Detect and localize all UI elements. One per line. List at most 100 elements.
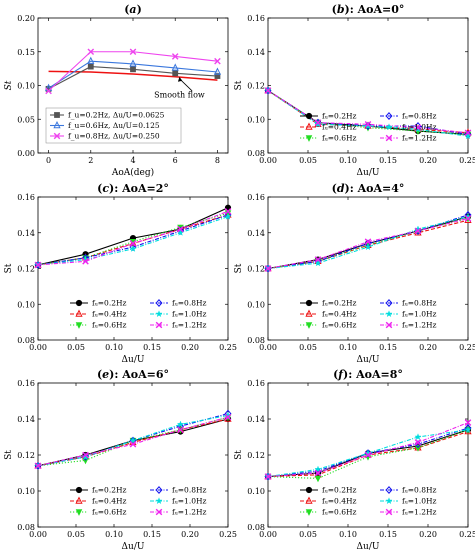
data-point <box>314 256 322 263</box>
data-point <box>172 70 179 77</box>
x-tick-label: 0.05 <box>67 530 85 539</box>
legend-label: fᵤ=0.4Hz <box>322 497 357 506</box>
data-point <box>213 67 222 75</box>
y-axis-label: St <box>234 450 244 460</box>
data-point <box>82 451 89 459</box>
legend-marker <box>385 321 393 329</box>
legend-label: fᵤ=0.2Hz <box>322 486 357 495</box>
panel-title: (f): AoA=8° <box>333 368 403 381</box>
legend-label: f_u=0.8Hz, Δu/U=0.250 <box>68 132 160 141</box>
series-line-2 <box>48 60 218 89</box>
x-tick-label: 0.10 <box>339 156 357 165</box>
data-point <box>87 63 94 70</box>
x-tick-label: 4 <box>130 156 135 165</box>
data-point <box>464 425 472 433</box>
data-point <box>129 48 137 56</box>
x-tick-label: 0.00 <box>29 343 47 352</box>
legend-label: fᵤ=0.2Hz <box>92 299 127 308</box>
legend-marker <box>305 299 313 307</box>
data-point <box>414 433 422 441</box>
plot-frame <box>267 196 469 341</box>
y-tick-label: 0.14 <box>247 229 265 238</box>
panel-title: (b): AoA=0° <box>332 3 405 16</box>
data-point <box>464 419 472 426</box>
x-axis-label: Δu/U <box>357 355 380 365</box>
legend-marker <box>155 486 163 494</box>
data-point <box>177 426 184 434</box>
x-axis-label: AoA(deg) <box>111 167 154 178</box>
legend-label: fᵤ=0.8Hz <box>402 299 437 308</box>
legend-label: fᵤ=0.6Hz <box>322 134 357 143</box>
x-axis-label: Δu/U <box>357 168 380 178</box>
legend-marker <box>75 299 83 307</box>
y-tick-label: 0.10 <box>17 300 35 309</box>
data-point <box>364 243 372 251</box>
legend-marker <box>305 135 313 142</box>
x-axis-label: Δu/U <box>357 542 380 550</box>
y-tick-label: 0.10 <box>17 82 35 91</box>
data-point <box>224 413 232 421</box>
y-tick-label: 0.00 <box>17 149 35 158</box>
x-tick-label: 0.25 <box>459 530 475 539</box>
legend-label: fᵤ=0.8Hz <box>172 299 207 308</box>
y-tick-label: 0.08 <box>17 523 35 532</box>
legend-label: fᵤ=0.8Hz <box>402 486 437 495</box>
panel-title: (a) <box>124 3 142 16</box>
data-point <box>364 121 372 128</box>
x-tick-label: 0.20 <box>419 343 437 352</box>
y-tick-label: 0.10 <box>247 487 265 496</box>
legend-marker <box>305 496 313 504</box>
data-point <box>264 473 272 480</box>
legend-label: fᵤ=1.0Hz <box>172 497 207 506</box>
x-tick-label: 0.20 <box>419 156 437 165</box>
data-point <box>414 124 422 131</box>
x-tick-label: 0.15 <box>379 156 397 165</box>
legend-label: fᵤ=0.8Hz <box>402 112 437 121</box>
data-point <box>171 63 179 71</box>
y-tick-label: 0.12 <box>17 265 35 274</box>
y-tick-label: 0.14 <box>17 415 35 424</box>
series-line-5 <box>267 429 469 478</box>
legend-label: fᵤ=1.2Hz <box>402 134 437 143</box>
legend-marker <box>155 299 163 307</box>
legend-marker <box>385 508 393 516</box>
x-tick-label: 0.15 <box>143 343 161 352</box>
data-point <box>414 227 422 235</box>
x-tick-label: 0.20 <box>419 530 437 539</box>
legend-label: fᵤ=1.2Hz <box>172 321 207 330</box>
legend-label: fᵤ=1.0Hz <box>402 497 437 506</box>
x-tick-label: 6 <box>173 156 178 165</box>
y-tick-label: 0.08 <box>247 523 265 532</box>
x-tick-label: 0 <box>46 156 51 165</box>
data-point <box>129 436 137 444</box>
legend-label: fᵤ=0.4Hz <box>322 123 357 132</box>
data-point <box>130 66 136 73</box>
legend-marker <box>155 497 163 505</box>
data-point <box>224 212 232 220</box>
legend-marker <box>305 122 313 130</box>
legend-label: fᵤ=0.2Hz <box>92 486 127 495</box>
legend-label: fᵤ=0.8Hz <box>172 486 207 495</box>
y-tick-label: 0.15 <box>17 48 35 57</box>
y-axis-label: St <box>234 80 244 90</box>
x-tick-label: 0.25 <box>459 343 475 352</box>
x-tick-label: 0.10 <box>105 530 123 539</box>
legend-marker <box>75 509 83 516</box>
chart-panel-c: (c): AoA=2° 0.08 0.10 0.12 0.14 0.16 0.00 0.05 0… <box>4 182 237 365</box>
y-tick-label: 0.10 <box>247 300 265 309</box>
legend-marker <box>385 112 393 120</box>
data-point <box>82 258 89 265</box>
x-tick-label: 0.15 <box>143 530 161 539</box>
data-point <box>314 465 322 473</box>
chart-panel-d: (d): AoA=4° 0.08 0.10 0.12 0.14 0.16 0.00 0.05 0… <box>234 182 475 365</box>
data-point <box>176 420 185 428</box>
legend-marker <box>53 120 61 129</box>
legend-label: fᵤ=1.2Hz <box>172 508 207 517</box>
legend-label: fᵤ=1.2Hz <box>402 508 437 517</box>
data-point <box>264 87 272 94</box>
data-point <box>364 238 372 245</box>
y-tick-label: 0.12 <box>247 82 265 91</box>
x-tick-label: 0.15 <box>379 530 397 539</box>
y-tick-label: 0.14 <box>247 48 265 57</box>
legend-label: f_u=0.6Hz, Δu/U=0.125 <box>68 121 160 130</box>
